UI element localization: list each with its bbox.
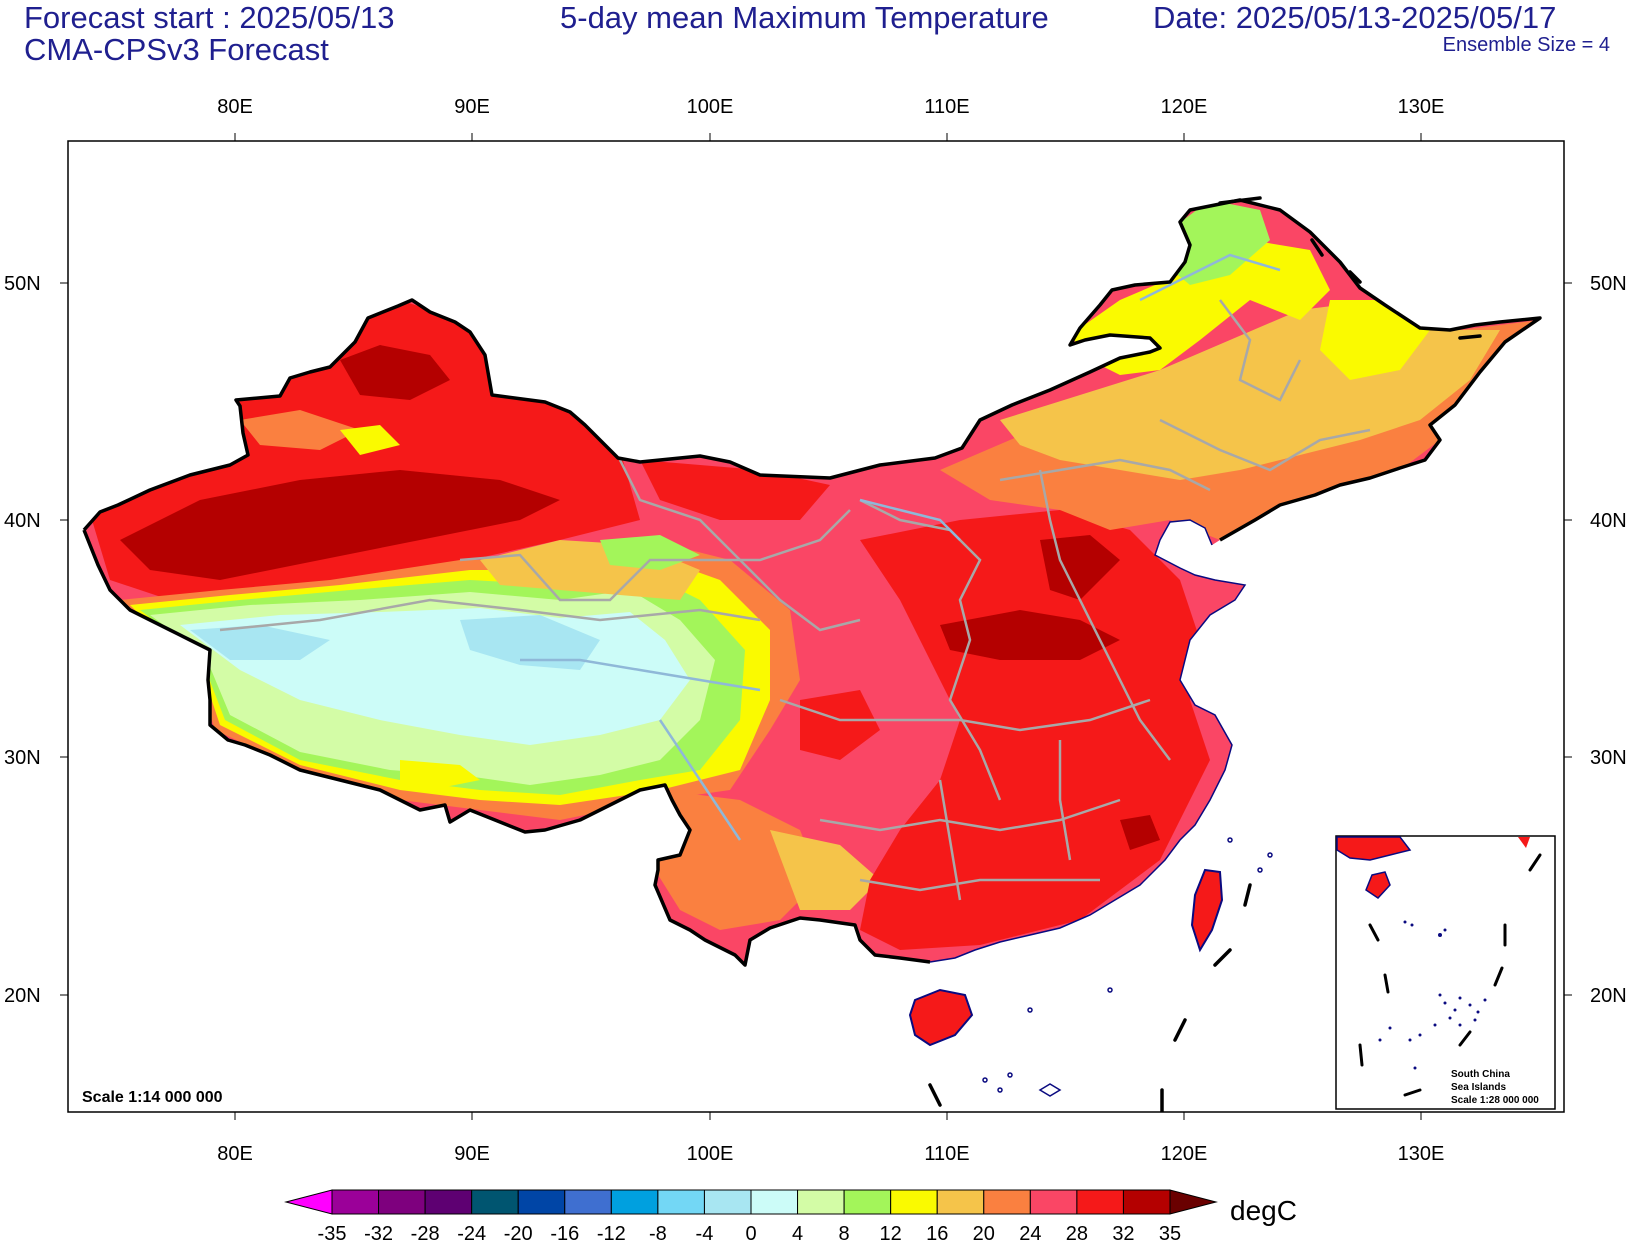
colorbar-tick-label: 16 xyxy=(926,1223,948,1241)
colorbar-cell xyxy=(890,1189,938,1215)
colorbar-cell xyxy=(1029,1189,1078,1215)
lat-label-right: 40N xyxy=(1590,510,1627,532)
colorbar-cell xyxy=(517,1189,566,1215)
lon-label-top: 120E xyxy=(1161,96,1208,118)
ensemble-size-label: Ensemble Size = 4 xyxy=(1442,34,1610,56)
colorbar-tick-label: 4 xyxy=(792,1223,803,1241)
colorbar-tick-label: -35 xyxy=(318,1223,347,1241)
colorbar-tick-label: 0 xyxy=(745,1223,756,1241)
colorbar-high-arrow xyxy=(1169,1189,1218,1215)
lat-label-right: 30N xyxy=(1590,747,1627,769)
colorbar-cell xyxy=(936,1189,985,1215)
colorbar-tick-label: -4 xyxy=(696,1223,714,1241)
colorbar-tick-label: 28 xyxy=(1066,1223,1088,1241)
colorbar-unit: degC xyxy=(1230,1195,1297,1226)
colorbar-tick-label: 32 xyxy=(1112,1223,1134,1241)
colorbar-tick-label: -28 xyxy=(411,1223,440,1241)
colorbar-cell xyxy=(424,1189,473,1215)
lat-label-left: 40N xyxy=(4,510,41,532)
lon-label-bottom: 130E xyxy=(1398,1143,1445,1165)
hainan-island xyxy=(908,988,974,1047)
lon-label-bottom: 90E xyxy=(454,1143,490,1165)
colorbar-cell xyxy=(703,1189,752,1215)
map-title: 5-day mean Maximum Temperature xyxy=(560,0,1049,35)
colorbar-cell xyxy=(610,1189,659,1215)
lat-axis: 50N 40N 30N 20N 50N 40N 30N 20N xyxy=(4,273,1627,1007)
province-boundaries xyxy=(219,253,1371,901)
colorbar-tick-label: -32 xyxy=(364,1223,393,1241)
map-scale-label: Scale 1:14 000 000 xyxy=(82,1089,223,1106)
colorbar-tick-label: 8 xyxy=(839,1223,850,1241)
colorbar-cell xyxy=(378,1189,426,1215)
colorbar-cell xyxy=(471,1189,519,1215)
lon-label-bottom: 100E xyxy=(687,1143,734,1165)
lon-label-bottom: 80E xyxy=(217,1143,253,1165)
colorbar-tick-label: 35 xyxy=(1159,1223,1181,1241)
colorbar-cell xyxy=(750,1189,799,1215)
colorbar-cell xyxy=(657,1189,705,1215)
colorbar-cell xyxy=(1076,1189,1124,1215)
islets xyxy=(982,837,1273,1097)
inset-label-line2: Sea Islands xyxy=(1451,1082,1506,1093)
lon-label-top: 110E xyxy=(924,96,969,118)
inset-label-line1: South China xyxy=(1451,1069,1510,1080)
colorbar-low-arrow xyxy=(284,1189,333,1215)
taiwan-island xyxy=(1190,868,1224,953)
colorbar-tick-label: 20 xyxy=(973,1223,995,1241)
lat-label-left: 50N xyxy=(4,273,41,295)
colorbar-tick-label: -20 xyxy=(504,1223,533,1241)
date-range-label: Date: 2025/05/13-2025/05/17 xyxy=(1153,0,1557,35)
colorbar-cell xyxy=(843,1189,892,1215)
bottom-lon-axis: 80E 90E 100E 110E 120E 130E xyxy=(217,1112,1444,1165)
maritime-dash-lines xyxy=(928,196,1482,1112)
colorbar-cell xyxy=(331,1189,380,1215)
top-lon-axis: 80E 90E 100E 110E 120E 130E xyxy=(217,96,1444,141)
lon-label-top: 80E xyxy=(217,96,253,118)
lon-label-bottom: 110E xyxy=(924,1143,969,1165)
colorbar-tick-label: -8 xyxy=(649,1223,667,1241)
lat-label-right: 20N xyxy=(1590,985,1627,1007)
colorbar-cell xyxy=(564,1189,612,1215)
colorbar-tick-label: -24 xyxy=(457,1223,486,1241)
colorbar-tick-label: 12 xyxy=(880,1223,902,1241)
colorbar-cell xyxy=(797,1189,845,1215)
south-china-sea-inset: South China Sea Islands Scale 1:28 000 0… xyxy=(1335,835,1556,1110)
lon-label-top: 130E xyxy=(1398,96,1445,118)
colorbar-cell xyxy=(983,1189,1031,1215)
lat-label-left: 20N xyxy=(4,985,41,1007)
colorbar-tick-label: 24 xyxy=(1019,1223,1041,1241)
lat-label-right: 50N xyxy=(1590,273,1627,295)
model-name-label: CMA-CPSv3 Forecast xyxy=(24,32,329,67)
colorbar-cell xyxy=(1122,1189,1171,1215)
colorbar-tick-label: -16 xyxy=(550,1223,579,1241)
lon-label-top: 100E xyxy=(687,96,734,118)
lon-label-top: 90E xyxy=(454,96,490,118)
forecast-start-label: Forecast start : 2025/05/13 xyxy=(24,0,395,35)
lon-label-bottom: 120E xyxy=(1161,1143,1208,1165)
china-boundary xyxy=(82,196,1542,1112)
colorbar: -35 -32 -28 -24 -20 -16 -12 -8 -4 0 4 8 12 16 20 24 28 32… xyxy=(284,1189,1297,1241)
colorbar-tick-label: -12 xyxy=(597,1223,626,1241)
inset-label-line3: Scale 1:28 000 000 xyxy=(1451,1095,1539,1106)
lat-label-left: 30N xyxy=(4,747,41,769)
